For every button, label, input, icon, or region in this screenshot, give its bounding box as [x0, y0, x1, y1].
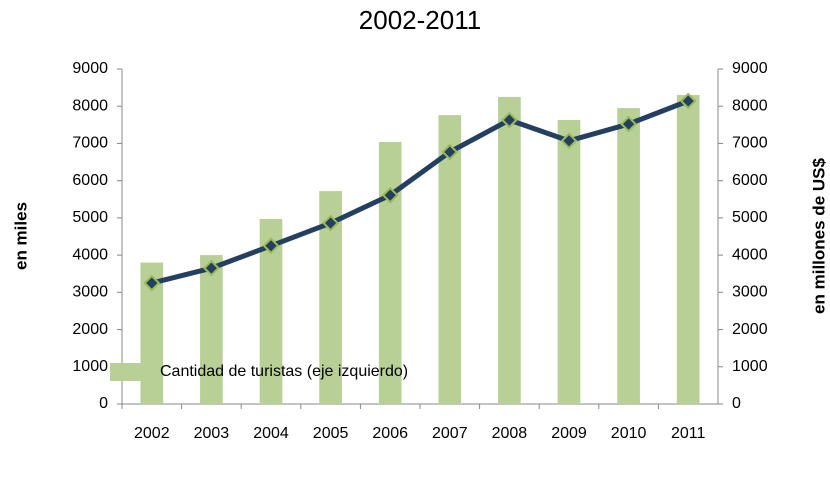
bar	[557, 119, 581, 404]
x-tick-label: 2004	[253, 425, 289, 442]
x-tick-label: 2011	[671, 425, 706, 442]
y-tick-label: 5000	[72, 209, 108, 226]
y-tick-label: 6000	[72, 172, 108, 189]
marker	[202, 259, 220, 277]
chart-title: 2002-2011	[359, 5, 481, 35]
bar	[498, 96, 521, 405]
x-tick-label: 2005	[313, 425, 349, 442]
y2-tick-label: 7000	[732, 135, 768, 152]
y2-tick-label: 0	[732, 395, 741, 412]
bar	[200, 255, 223, 404]
marker	[262, 237, 280, 255]
marker	[441, 143, 459, 161]
marker	[560, 132, 578, 150]
y-tick-label: 9000	[72, 60, 108, 77]
marker	[143, 274, 161, 292]
y2-tick-label: 5000	[732, 209, 768, 226]
y2-tick-label: 9000	[732, 60, 768, 77]
x-tick-label: 2010	[611, 425, 647, 442]
bar	[617, 108, 640, 404]
y-tick-label: 3000	[72, 284, 108, 301]
marker	[381, 186, 399, 204]
y2-tick-label: 8000	[732, 97, 768, 114]
x-tick-label: 2009	[551, 425, 587, 442]
y-tick-label: 8000	[72, 97, 108, 114]
y2-tick-label: 6000	[732, 172, 768, 189]
x-tick-label: 2008	[492, 425, 528, 442]
y2-tick-label: 1000	[732, 358, 768, 375]
bar	[319, 191, 342, 404]
bar	[259, 219, 283, 404]
x-tick-label: 2006	[372, 425, 408, 442]
y2-axis-label: en millones de US$	[809, 158, 828, 314]
bar	[676, 95, 700, 405]
bar	[438, 115, 462, 405]
legend-label: Cantidad de turistas (eje izquierdo)	[160, 363, 408, 380]
y-tick-label: 4000	[72, 246, 108, 263]
y-tick-label: 1000	[72, 358, 108, 375]
marker	[500, 111, 518, 129]
y-axis-label: en miles	[11, 202, 30, 270]
y2-tick-label: 3000	[732, 284, 768, 301]
y2-tick-label: 4000	[732, 246, 768, 263]
y-tick-label: 0	[99, 395, 108, 412]
line	[151, 98, 690, 286]
bar	[378, 141, 402, 404]
legend-swatch	[110, 363, 155, 381]
marker	[322, 214, 340, 232]
y-tick-label: 7000	[72, 135, 108, 152]
marker	[679, 92, 697, 110]
marker	[620, 115, 638, 133]
y-tick-label: 2000	[72, 321, 108, 338]
x-tick-label: 2002	[134, 425, 170, 442]
x-tick-label: 2007	[432, 425, 468, 442]
y2-tick-label: 2000	[732, 321, 768, 338]
x-tick-label: 2003	[194, 425, 230, 442]
